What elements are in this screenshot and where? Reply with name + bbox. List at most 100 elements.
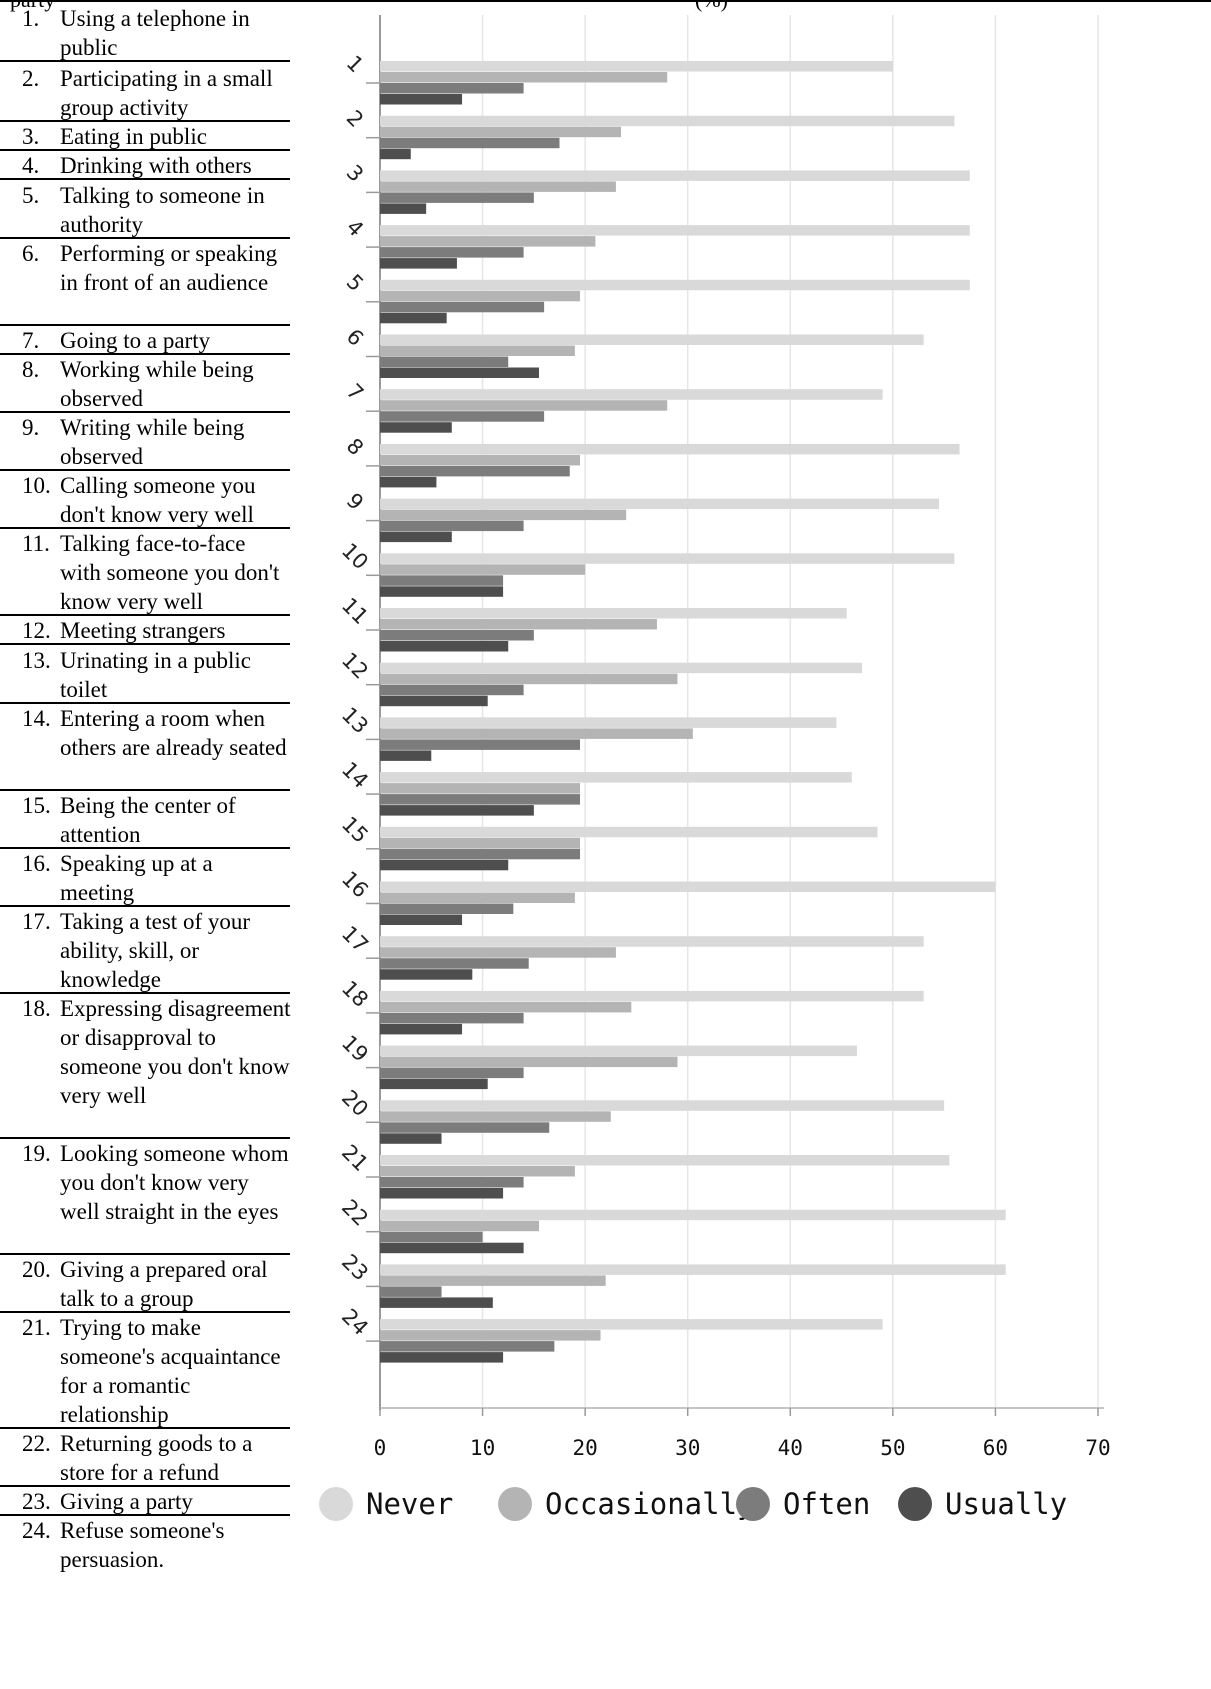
bar-usually-7 [380, 422, 452, 433]
bar-usually-14 [380, 805, 534, 816]
bar-occasionally-5 [380, 290, 581, 302]
item-divider [0, 1427, 290, 1429]
item-number: 4. [22, 153, 40, 178]
bar-often-21 [380, 1177, 524, 1188]
x-tick-label: 40 [778, 1436, 803, 1460]
item-text: Urinating in a public toilet [60, 648, 251, 702]
category-label: 2 [342, 106, 368, 132]
bar-often-18 [380, 1012, 524, 1024]
bar-usually-2 [380, 148, 411, 160]
bar-occasionally-1 [380, 72, 668, 83]
item-16: 16. Speaking up at a meeting [0, 849, 290, 907]
item-text: Participating in a small group activity [60, 66, 273, 120]
item-divider [0, 905, 290, 907]
category-label: 5 [342, 270, 368, 296]
item-13: 13. Urinating in a public toilet [0, 646, 290, 704]
bar-occasionally-12 [380, 673, 678, 685]
item-divider [0, 60, 290, 62]
item-24: 24. Refuse someone's persuasion. [0, 1516, 290, 1574]
item-5: 5. Talking to someone in authority [0, 181, 290, 239]
bar-never-22 [380, 1209, 1006, 1221]
item-divider [0, 643, 290, 645]
bar-usually-3 [380, 203, 427, 214]
category-label: 7 [342, 379, 368, 405]
bar-often-16 [380, 903, 514, 914]
category-label: 21 [337, 1140, 373, 1176]
bar-occasionally-13 [380, 728, 693, 739]
item-divider [0, 1311, 290, 1313]
item-divider [0, 1514, 290, 1516]
item-number: 8. [22, 357, 40, 382]
item-17: 17. Taking a test of your ability, skill,… [0, 907, 290, 994]
item-divider [0, 237, 290, 239]
bar-never-15 [380, 826, 878, 838]
item-number: 6. [22, 241, 40, 266]
bar-never-19 [380, 1045, 857, 1057]
bar-usually-24 [380, 1352, 504, 1363]
item-text: Expressing disagreement or disapproval t… [60, 996, 291, 1108]
bar-often-3 [380, 192, 534, 203]
item-divider [0, 527, 290, 529]
item-3: 3. Eating in public [0, 122, 290, 151]
bar-never-23 [380, 1264, 1006, 1275]
category-label: 24 [337, 1304, 373, 1340]
bar-often-9 [380, 520, 524, 532]
bar-occasionally-17 [380, 947, 616, 958]
legend-label-often: Often [783, 1487, 870, 1521]
item-20: 20. Giving a prepared oral talk to a grou… [0, 1255, 290, 1313]
bar-occasionally-23 [380, 1275, 606, 1286]
item-divider [0, 353, 290, 355]
category-label: 10 [337, 538, 373, 574]
item-12: 12. Meeting strangers [0, 616, 290, 645]
bar-usually-16 [380, 914, 463, 925]
item-divider [0, 469, 290, 471]
legend-swatch-occasionally [498, 1487, 532, 1521]
item-number: 20. [22, 1257, 51, 1282]
item-21: 21. Trying to make someone's acquaintance… [0, 1313, 290, 1429]
item-15: 15. Being the center of attention [0, 791, 290, 849]
item-number: 15. [22, 793, 51, 818]
legend-label-never: Never [366, 1487, 453, 1521]
item-text: Working while being observed [60, 357, 254, 411]
bar-usually-20 [380, 1133, 442, 1144]
item-divider [0, 324, 290, 326]
bar-occasionally-15 [380, 837, 581, 849]
item-text: Returning goods to a store for a refund [60, 1431, 253, 1485]
item-number: 13. [22, 648, 51, 673]
header-fragment-right: (%) [695, 0, 728, 13]
item-number: 3. [22, 124, 40, 149]
category-label: 16 [337, 867, 373, 903]
item-number: 2. [22, 66, 40, 91]
bar-never-6 [380, 334, 924, 345]
bar-often-2 [380, 137, 560, 149]
bar-occasionally-9 [380, 509, 627, 521]
item-22: 22. Returning goods to a store for a refu… [0, 1429, 290, 1487]
bar-never-13 [380, 717, 837, 728]
item-text: Giving a party [60, 1489, 193, 1514]
bar-often-14 [380, 794, 581, 805]
item-number: 1. [22, 6, 40, 31]
bar-never-4 [380, 225, 970, 236]
legend-swatch-never [319, 1487, 353, 1521]
item-number: 16. [22, 851, 51, 876]
bar-usually-19 [380, 1078, 488, 1090]
item-18: 18. Expressing disagreement or disapprova… [0, 994, 291, 1139]
item-7: 7. Going to a party [0, 326, 290, 355]
item-divider [0, 702, 290, 704]
bar-often-10 [380, 575, 504, 586]
bar-never-21 [380, 1155, 950, 1166]
item-divider [0, 1137, 290, 1139]
bar-often-12 [380, 684, 524, 696]
item-divider [0, 847, 290, 849]
bar-usually-22 [380, 1242, 524, 1254]
item-divider [0, 614, 290, 616]
item-11: 11. Talking face-to-face with someone you… [0, 529, 290, 616]
category-label: 15 [337, 812, 373, 848]
bar-usually-4 [380, 258, 457, 269]
item-text: Giving a prepared oral talk to a group [60, 1257, 268, 1311]
item-text: Talking to someone in authority [60, 183, 265, 237]
bar-occasionally-20 [380, 1111, 611, 1122]
item-6: 6. Performing or speaking in front of an … [0, 239, 290, 326]
bar-usually-8 [380, 476, 437, 488]
bar-usually-5 [380, 312, 447, 324]
